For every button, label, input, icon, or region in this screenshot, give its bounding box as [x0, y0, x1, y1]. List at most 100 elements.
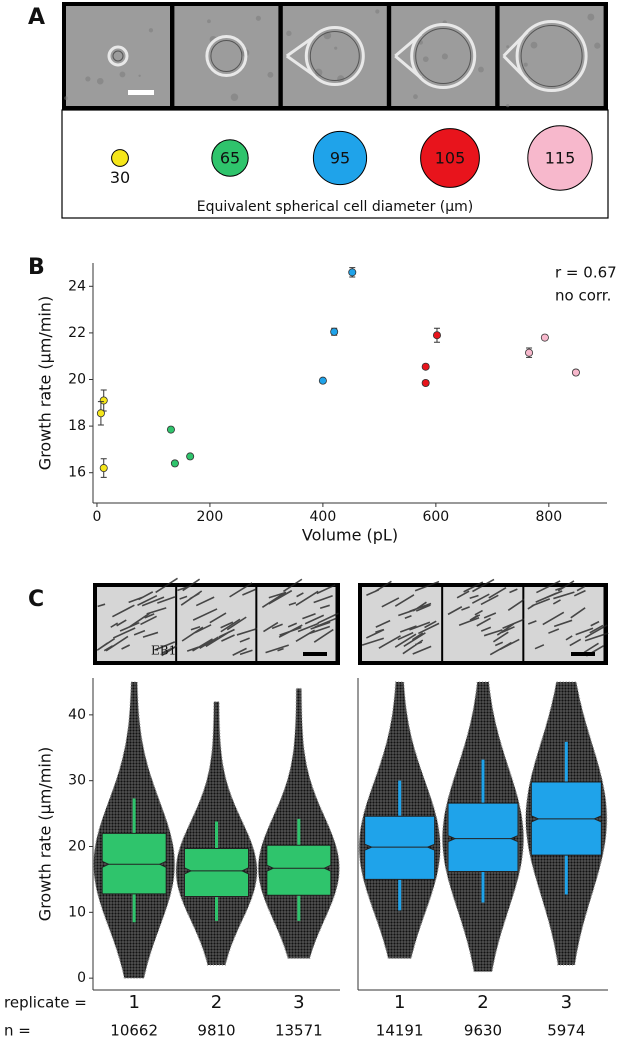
- diameter-marker: [312, 130, 368, 186]
- speck: [478, 66, 484, 73]
- n-label: 9810: [197, 1022, 235, 1040]
- data-point: [421, 362, 430, 371]
- y-tick-label: 40: [68, 707, 86, 723]
- image-label: EB1: [151, 644, 176, 658]
- cell-outline: [107, 45, 129, 67]
- micrograph: [174, 6, 279, 106]
- diameter-marker: [527, 125, 593, 191]
- scale-bar: [571, 652, 595, 656]
- y-tick-label: 22: [68, 325, 86, 341]
- cell-outline: [410, 23, 477, 89]
- speck: [207, 19, 211, 24]
- speck: [314, 68, 323, 77]
- speck: [422, 56, 429, 63]
- box: [101, 832, 167, 895]
- y-tick-label: 18: [68, 418, 86, 434]
- comet-streaks: [261, 578, 339, 654]
- speck: [148, 28, 154, 33]
- speck: [413, 94, 418, 100]
- speck: [506, 103, 510, 108]
- comet-streaks: [96, 577, 183, 657]
- data-point: [186, 452, 195, 461]
- y-axis-label: Growth rate (µm/min): [36, 747, 55, 921]
- legend-caption: Equivalent spherical cell diameter (µm): [197, 199, 474, 215]
- channel-outline: [502, 30, 529, 82]
- replicate-label: 2: [477, 992, 488, 1013]
- panel-label: A: [28, 5, 45, 30]
- diameter-label: 115: [545, 149, 576, 168]
- y-tick-label: 20: [68, 839, 86, 855]
- x-axis-label: Volume (pL): [302, 526, 398, 545]
- speck: [267, 71, 274, 78]
- x-tick-label: 0: [92, 509, 101, 525]
- n-label: 14191: [376, 1022, 424, 1040]
- x-tick-label: 800: [535, 509, 562, 525]
- y-tick-label: 16: [68, 465, 86, 481]
- data-point: [525, 348, 534, 357]
- data-point: [96, 409, 105, 418]
- annotation: no corr.: [555, 287, 611, 305]
- diameter-marker: [111, 149, 129, 167]
- speck: [255, 15, 261, 21]
- speck: [230, 93, 239, 101]
- micrograph: [282, 6, 387, 106]
- cell-outline: [515, 20, 588, 92]
- comet-streaks: [527, 580, 609, 657]
- x-tick-label: 200: [197, 509, 224, 525]
- speck: [506, 45, 510, 49]
- scale-bar: [128, 90, 154, 95]
- replicate-label: 2: [211, 992, 222, 1013]
- data-point: [99, 464, 108, 473]
- channel-outline: [394, 32, 423, 80]
- box: [266, 844, 332, 896]
- x-tick-label: 600: [422, 509, 449, 525]
- n-label: 10662: [110, 1022, 158, 1040]
- data-point: [170, 459, 179, 468]
- micrograph: [66, 6, 170, 106]
- y-tick-label: 10: [68, 904, 86, 920]
- speck: [594, 42, 601, 49]
- comet-streaks: [447, 578, 529, 656]
- speck: [64, 96, 68, 100]
- replicate-label: 1: [394, 992, 405, 1013]
- comet-streaks: [177, 578, 261, 656]
- n-label: 9630: [464, 1022, 502, 1040]
- speck: [337, 75, 345, 83]
- diameter-marker: [420, 128, 480, 188]
- comet-streaks: [361, 580, 440, 655]
- data-point: [166, 425, 175, 434]
- data-point: [318, 376, 327, 385]
- diameter-label: 30: [110, 168, 130, 187]
- row-label: n =: [4, 1022, 31, 1040]
- data-point: [571, 368, 580, 377]
- speck: [523, 62, 528, 67]
- diameter-label: 65: [220, 149, 240, 168]
- channel-outline: [285, 34, 316, 78]
- speck: [85, 76, 91, 82]
- speck: [119, 71, 126, 78]
- cell-outline: [112, 50, 124, 62]
- speck: [96, 77, 104, 85]
- y-axis-label: Growth rate (µm/min): [36, 296, 55, 470]
- micrograph: [362, 587, 442, 661]
- micrograph: [524, 587, 604, 661]
- cell-outline: [205, 35, 248, 77]
- cell-outline: [309, 31, 360, 81]
- y-tick-label: 20: [68, 372, 86, 388]
- n-label: 5974: [547, 1022, 585, 1040]
- row-label: replicate =: [4, 994, 87, 1012]
- data-point: [99, 396, 108, 405]
- box: [364, 815, 436, 880]
- cell-outline: [415, 28, 472, 84]
- data-point: [432, 331, 441, 340]
- data-point: [421, 378, 430, 387]
- panel-label: B: [28, 255, 45, 280]
- diameter-label: 105: [435, 149, 466, 168]
- y-tick-label: 30: [68, 773, 86, 789]
- speck: [587, 13, 595, 21]
- speck: [441, 53, 448, 60]
- data-point: [348, 268, 357, 277]
- cell-outline: [520, 25, 583, 87]
- x-tick-label: 400: [310, 509, 337, 525]
- y-tick-label: 24: [68, 278, 86, 294]
